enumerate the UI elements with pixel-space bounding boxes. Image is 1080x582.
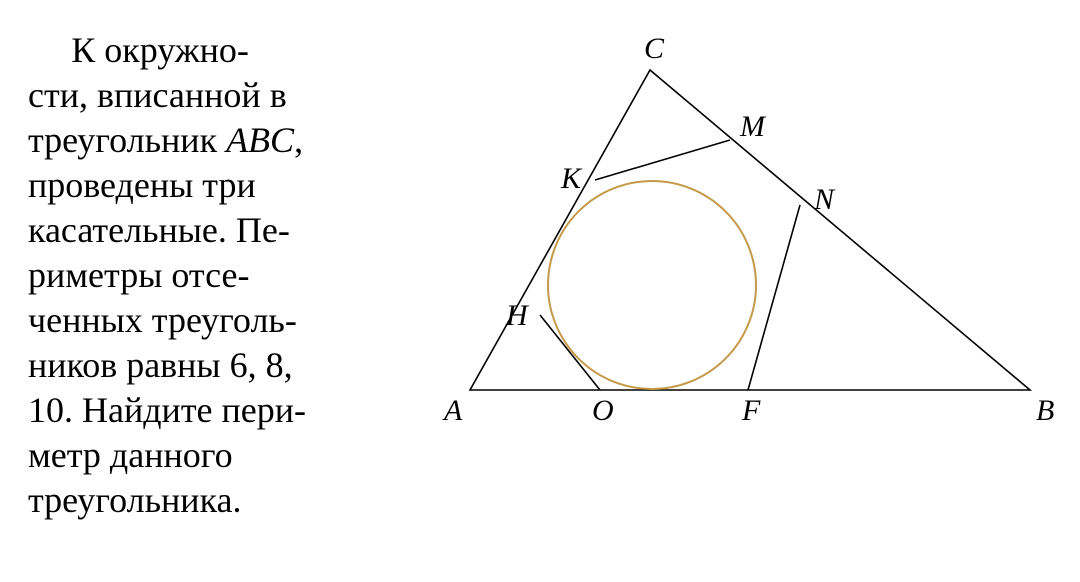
point-label-B: B xyxy=(1036,394,1054,427)
problem-text: К окружно- сти, вписанной в треугольник … xyxy=(0,0,420,582)
problem-line: сти, вписанной в xyxy=(28,73,420,118)
point-label-N: N xyxy=(813,183,836,216)
problem-word: , xyxy=(294,120,303,160)
geometry-diagram: A B C O F H K M N xyxy=(430,30,1070,450)
problem-line: ников равны 6, 8, xyxy=(28,343,420,388)
problem-line: ченных треуголь- xyxy=(28,298,420,343)
problem-line: 10. Найдите пери- xyxy=(28,388,420,433)
diagram-container: A B C O F H K M N xyxy=(420,0,1080,582)
point-label-A: A xyxy=(442,394,463,427)
problem-span: К окружно- xyxy=(28,28,249,73)
problem-line: проведены три xyxy=(28,163,420,208)
triangle-name: ABC xyxy=(226,120,294,160)
point-label-F: F xyxy=(741,394,761,427)
point-label-K: K xyxy=(560,162,583,195)
page-root: К окружно- сти, вписанной в треугольник … xyxy=(0,0,1080,582)
tangent-line xyxy=(595,140,730,180)
tangent-line xyxy=(540,315,600,390)
problem-line: метр данного xyxy=(28,433,420,478)
incircle xyxy=(548,181,756,389)
problem-line: треугольник ABC, xyxy=(28,118,420,163)
point-label-C: C xyxy=(644,32,665,65)
problem-line: касательные. Пе- xyxy=(28,208,420,253)
problem-word: треугольник xyxy=(28,120,226,160)
problem-line: треугольника. xyxy=(28,478,420,523)
point-label-H: H xyxy=(505,299,530,332)
problem-line: риметры отсе- xyxy=(28,253,420,298)
problem-line: К окружно- xyxy=(28,28,420,73)
point-labels: A B C O F H K M N xyxy=(442,32,1054,427)
point-label-O: O xyxy=(592,394,614,427)
point-label-M: M xyxy=(739,110,767,143)
